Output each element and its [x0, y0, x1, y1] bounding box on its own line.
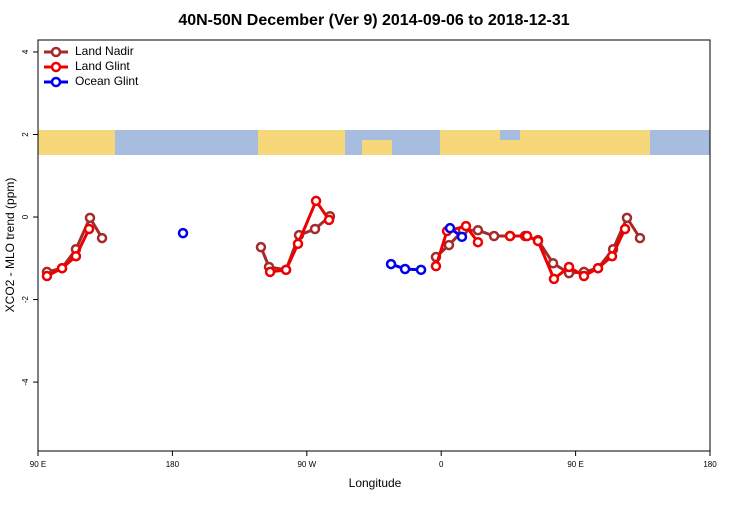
point: [430, 260, 442, 272]
point: [456, 231, 468, 243]
point: [280, 264, 292, 276]
point: [548, 273, 560, 285]
map-land: [362, 140, 392, 155]
point: [323, 214, 335, 226]
legend-marker: [50, 46, 62, 58]
x-tick-label: 90 E: [30, 460, 46, 469]
point: [578, 270, 590, 282]
map-land: [38, 130, 115, 155]
point: [488, 230, 500, 242]
point: [547, 257, 559, 269]
point: [563, 261, 575, 273]
map-land: [258, 130, 345, 155]
point: [521, 230, 533, 242]
point: [504, 230, 516, 242]
point: [472, 236, 484, 248]
point: [255, 241, 267, 253]
point: [56, 262, 68, 274]
point: [415, 264, 427, 276]
point: [41, 270, 53, 282]
point: [619, 223, 631, 235]
x-axis-label: Longitude: [349, 476, 402, 490]
y-tick-label: 4: [21, 49, 30, 54]
point: [310, 195, 322, 207]
x-tick-label: 0: [439, 460, 444, 469]
point: [634, 232, 646, 244]
legend-marker: [50, 76, 62, 88]
point: [177, 227, 189, 239]
x-tick-label: 90 E: [567, 460, 583, 469]
x-tick-label: 180: [703, 460, 717, 469]
x-tick-label: 90 W: [297, 460, 316, 469]
map-land: [440, 130, 650, 155]
legend-label: Land Glint: [75, 59, 130, 73]
point: [292, 238, 304, 250]
legend-label: Land Nadir: [75, 44, 134, 58]
point: [83, 223, 95, 235]
point: [385, 258, 397, 270]
point: [399, 263, 411, 275]
point: [70, 250, 82, 262]
point: [444, 222, 456, 234]
plot-frame: [37, 39, 711, 452]
point: [592, 262, 604, 274]
map-ocean: [500, 130, 520, 140]
y-tick-label: 0: [21, 214, 30, 219]
y-tick-label: -4: [21, 378, 30, 386]
point: [532, 235, 544, 247]
point: [472, 224, 484, 236]
y-tick-label: 2: [21, 132, 30, 137]
point: [309, 223, 321, 235]
chart-title: 40N-50N December (Ver 9) 2014-09-06 to 2…: [178, 12, 569, 29]
point: [443, 239, 455, 251]
point: [606, 250, 618, 262]
point: [264, 266, 276, 278]
y-axis-label: XCO2 - MLO trend (ppm): [3, 178, 17, 313]
point: [460, 220, 472, 232]
point: [84, 212, 96, 224]
point: [621, 212, 633, 224]
map-strip: [38, 130, 710, 155]
y-tick-label: -2: [21, 295, 30, 303]
point: [96, 232, 108, 244]
x-tick-label: 180: [166, 460, 180, 469]
legend-marker: [50, 61, 62, 73]
legend-label: Ocean Glint: [75, 74, 139, 88]
